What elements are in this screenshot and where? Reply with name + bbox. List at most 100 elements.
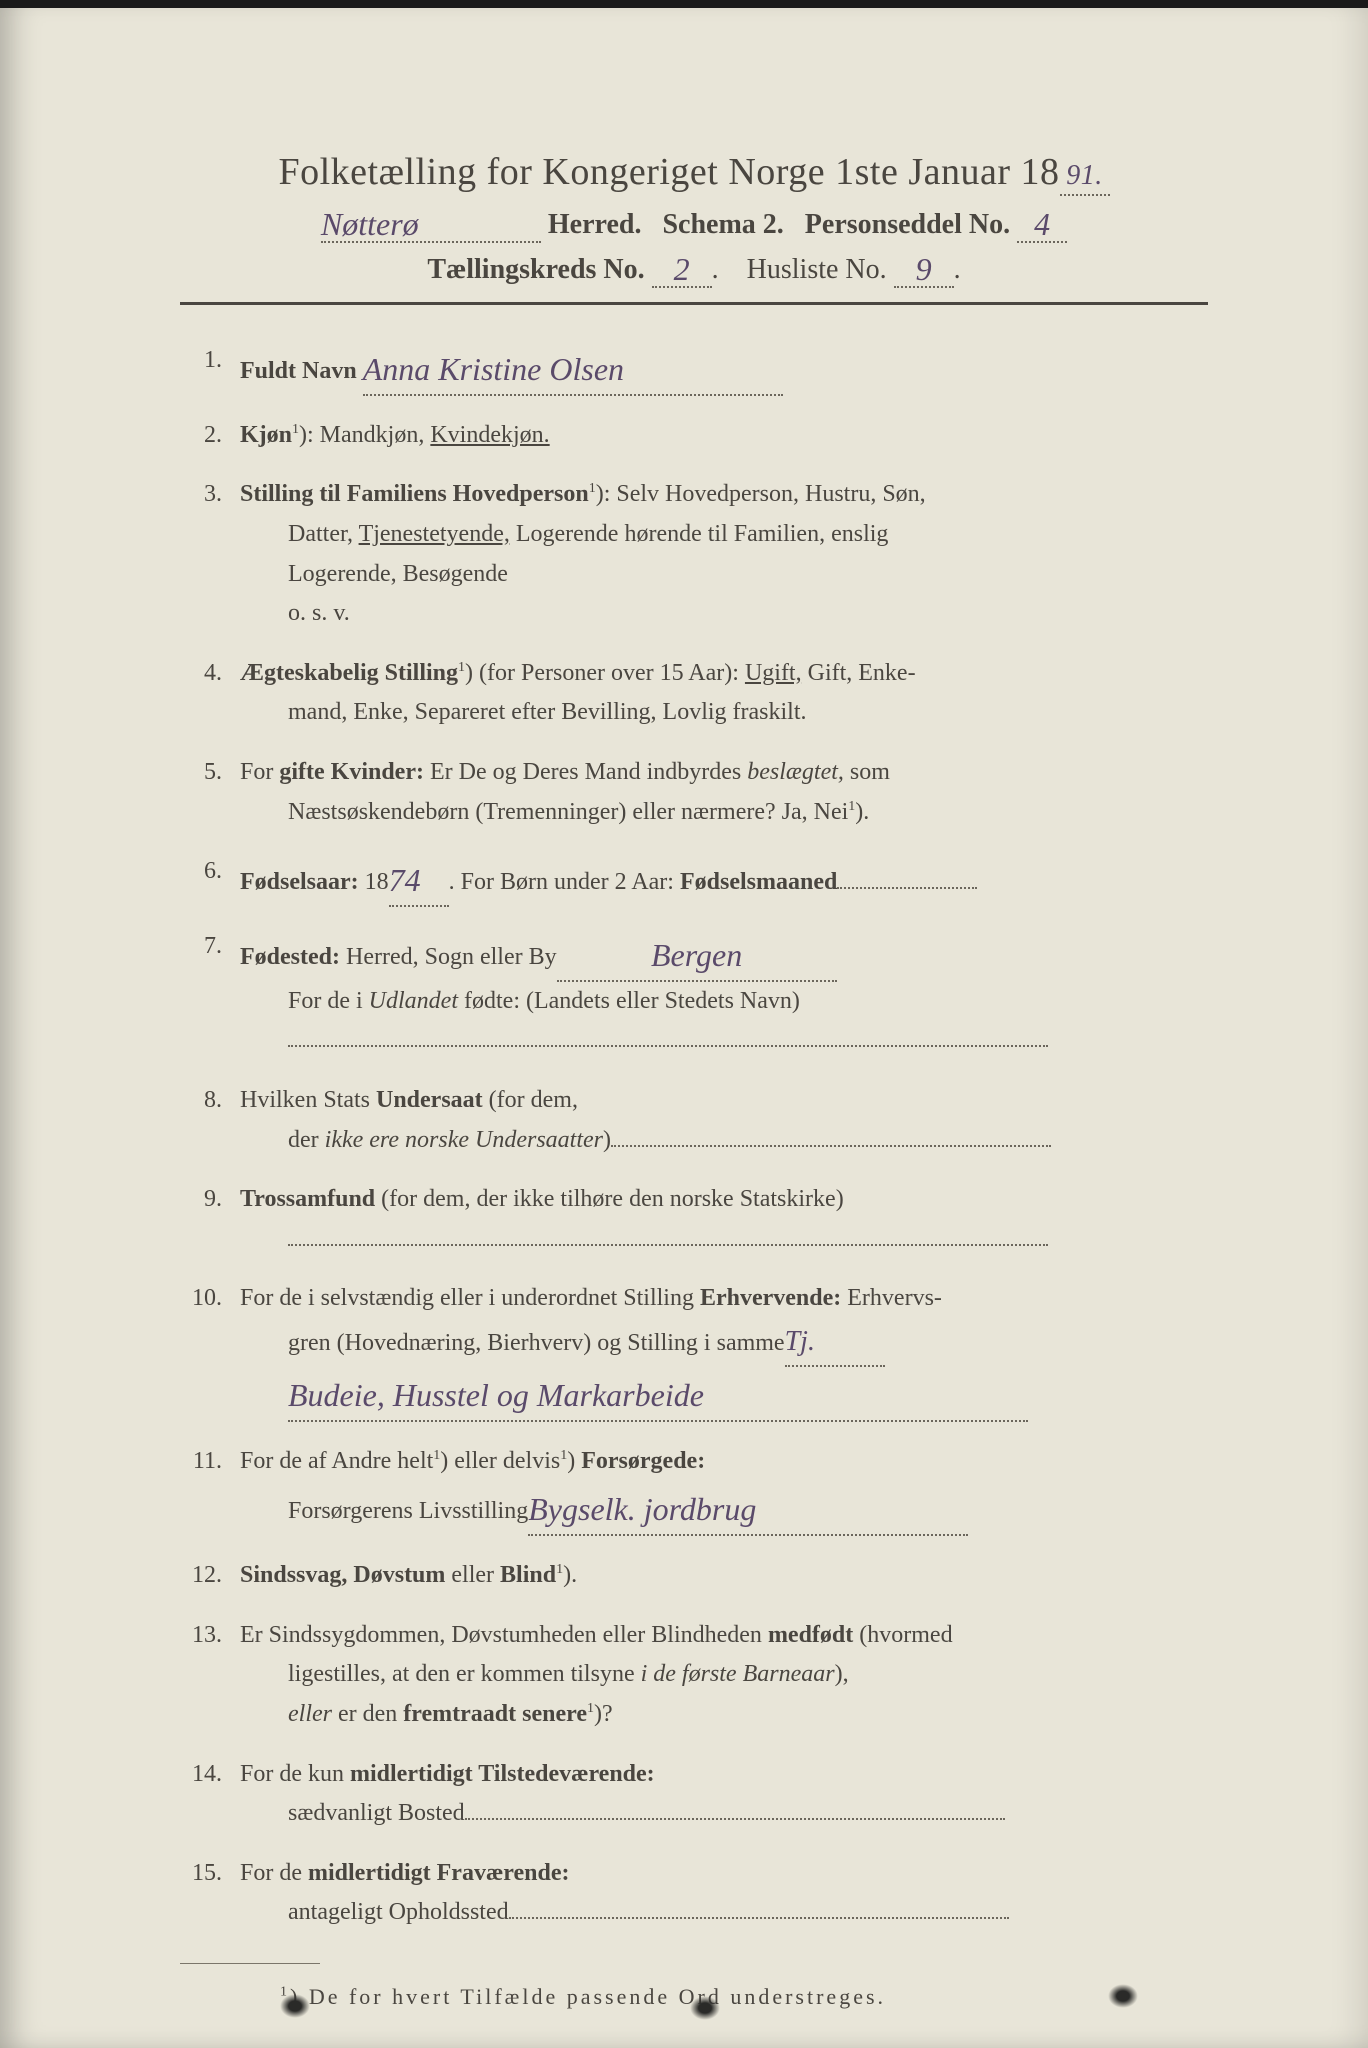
item-number: 12. — [180, 1556, 240, 1596]
item-number: 1. — [180, 341, 240, 396]
line2b: ), — [835, 1661, 849, 1687]
husliste-label: Husliste No. — [747, 254, 887, 285]
post: . For Børn under 2 Aar: — [449, 869, 680, 895]
line2ital: ikke ere norske Undersaatter — [325, 1127, 603, 1153]
item-body: Fødested: Herred, Sogn eller By Bergen Fo… — [240, 927, 1198, 1061]
item-7: 7. Fødested: Herred, Sogn eller By Bergen… — [180, 927, 1198, 1061]
label: Fuldt Navn — [240, 358, 357, 384]
line2: antageligt Opholdssted — [288, 1899, 509, 1925]
stain-mark — [690, 1996, 720, 2020]
item-number: 8. — [180, 1081, 240, 1160]
item-13: 13. Er Sindssygdommen, Døvstumheden elle… — [180, 1616, 1198, 1735]
kreds-label: Tællingskreds No. — [427, 254, 644, 285]
item-3: 3. Stilling til Familiens Hovedperson1):… — [180, 475, 1198, 633]
pre: For de i selvstændig eller i underordnet… — [240, 1285, 700, 1311]
line3sup: 1 — [587, 1701, 594, 1716]
label2: Fødselsmaaned — [680, 869, 837, 895]
tail: (for dem, der ikke tilhøre den norske St… — [375, 1186, 844, 1212]
line2pre: der — [288, 1127, 325, 1153]
personseddel-no: 4 — [1034, 206, 1050, 242]
subtitle-1: Nøtterø Herred. Schema 2. Personseddel N… — [110, 204, 1278, 243]
line2: mand, Enke, Separeret efter Bevilling, L… — [240, 693, 1198, 733]
sup: 1 — [292, 422, 299, 437]
schema-label: Schema 2. — [662, 209, 783, 240]
item-15: 15. For de midlertidigt Fraværende: anta… — [180, 1854, 1198, 1933]
item-number: 14. — [180, 1755, 240, 1834]
label: Fødested: — [240, 944, 340, 970]
tail2: Gift, Enke- — [802, 660, 916, 686]
item-number: 11. — [180, 1442, 240, 1536]
sup: 1 — [458, 660, 465, 675]
pre: For de kun — [240, 1761, 350, 1787]
item-body: Fuldt Navn Anna Kristine Olsen — [240, 341, 1198, 396]
birthyear-hw: 74 — [389, 862, 421, 898]
line2: gren (Hovednæring, Bierhverv) og Stillin… — [288, 1330, 785, 1356]
horizontal-rule — [180, 302, 1208, 305]
hw2: Budeie, Husstel og Markarbeide — [288, 1377, 704, 1413]
hw: Bygselk. jordbrug — [528, 1491, 756, 1527]
tail: Erhvervs- — [841, 1285, 942, 1311]
line2ital: Udlandet — [369, 988, 458, 1014]
footnote-rule — [180, 1963, 320, 1964]
herred-handwritten: Nøtterø — [321, 206, 419, 242]
item-number: 7. — [180, 927, 240, 1061]
text: ): Mandkjøn, — [299, 422, 430, 448]
line2a: Datter, — [288, 521, 359, 547]
item-body: Ægteskabelig Stilling1) (for Personer ov… — [240, 654, 1198, 733]
label: Sindssvag, Døvstum — [240, 1562, 445, 1588]
tail: Er De og Deres Mand indbyrdes — [424, 759, 747, 785]
content-area: Folketælling for Kongeriget Norge 1ste J… — [110, 60, 1278, 2010]
title-prefix: Folketælling for Kongeriget Norge 1ste J… — [278, 151, 1059, 193]
line2pre: For de i — [288, 988, 369, 1014]
form-items: 1. Fuldt Navn Anna Kristine Olsen 2. Kjø… — [110, 341, 1278, 1933]
underlined: Kvindekjøn. — [430, 422, 549, 448]
line3ital: eller — [288, 1701, 332, 1727]
item-number: 5. — [180, 753, 240, 832]
line2: Forsørgerens Livsstilling — [288, 1498, 528, 1524]
label: gifte Kvinder: — [279, 759, 424, 785]
item-9: 9. Trossamfund (for dem, der ikke tilhør… — [180, 1180, 1198, 1259]
tail: Herred, Sogn eller By — [340, 944, 557, 970]
item-5: 5. For gifte Kvinder: Er De og Deres Man… — [180, 753, 1198, 832]
tail: ): Selv Hovedperson, Hustru, Søn, — [596, 481, 926, 507]
mid: ) eller delvis — [440, 1448, 560, 1474]
item-number: 4. — [180, 654, 240, 733]
item-10: 10. For de i selvstændig eller i underor… — [180, 1279, 1198, 1422]
name-handwritten: Anna Kristine Olsen — [363, 351, 624, 387]
ital: beslægtet, — [747, 759, 844, 785]
item-number: 15. — [180, 1854, 240, 1933]
item-body: Trossamfund (for dem, der ikke tilhøre d… — [240, 1180, 1198, 1259]
line3a: er den — [332, 1701, 403, 1727]
item-6: 6. Fødselsaar: 1874. For Børn under 2 Aa… — [180, 852, 1198, 907]
item-number: 13. — [180, 1616, 240, 1735]
herred-label: Herred. — [548, 209, 642, 240]
tail: ). — [563, 1562, 577, 1588]
item-12: 12. Sindssvag, Døvstum eller Blind1). — [180, 1556, 1198, 1596]
item-1: 1. Fuldt Navn Anna Kristine Olsen — [180, 341, 1198, 396]
item-body: For de af Andre helt1) eller delvis1) Fo… — [240, 1442, 1198, 1536]
pre: For de — [240, 1860, 308, 1886]
item-body: For de i selvstændig eller i underordnet… — [240, 1279, 1198, 1422]
item-body: For de midlertidigt Fraværende: antageli… — [240, 1854, 1198, 1933]
underlined: Ugift, — [745, 660, 802, 686]
label: Ægteskabelig Stilling — [240, 660, 458, 686]
tail2: som — [844, 759, 890, 785]
tail: (hvormed — [853, 1622, 952, 1648]
line2post: fødte: (Landets eller Stedets Navn) — [458, 988, 800, 1014]
personseddel-label: Personseddel No. — [805, 209, 1010, 240]
label2: Blind — [500, 1562, 556, 1588]
pre: Er Sindssygdommen, Døvstumheden eller Bl… — [240, 1622, 768, 1648]
mid: eller — [445, 1562, 500, 1588]
item-body: For gifte Kvinder: Er De og Deres Mand i… — [240, 753, 1198, 832]
label: midlertidigt Tilstedeværende: — [350, 1761, 655, 1787]
label: Stilling til Familiens Hovedperson — [240, 481, 589, 507]
label: Fødselsaar: — [240, 869, 359, 895]
item-body: Fødselsaar: 1874. For Børn under 2 Aar: … — [240, 852, 1198, 907]
item-2: 2. Kjøn1): Mandkjøn, Kvindekjøn. — [180, 416, 1198, 456]
birthplace-hw: Bergen — [651, 937, 742, 973]
label: Undersaat — [376, 1087, 483, 1113]
pre: Hvilken Stats — [240, 1087, 376, 1113]
pre: For — [240, 759, 279, 785]
pre2: 18 — [359, 869, 389, 895]
line3bold: fremtraadt senere — [403, 1701, 587, 1727]
